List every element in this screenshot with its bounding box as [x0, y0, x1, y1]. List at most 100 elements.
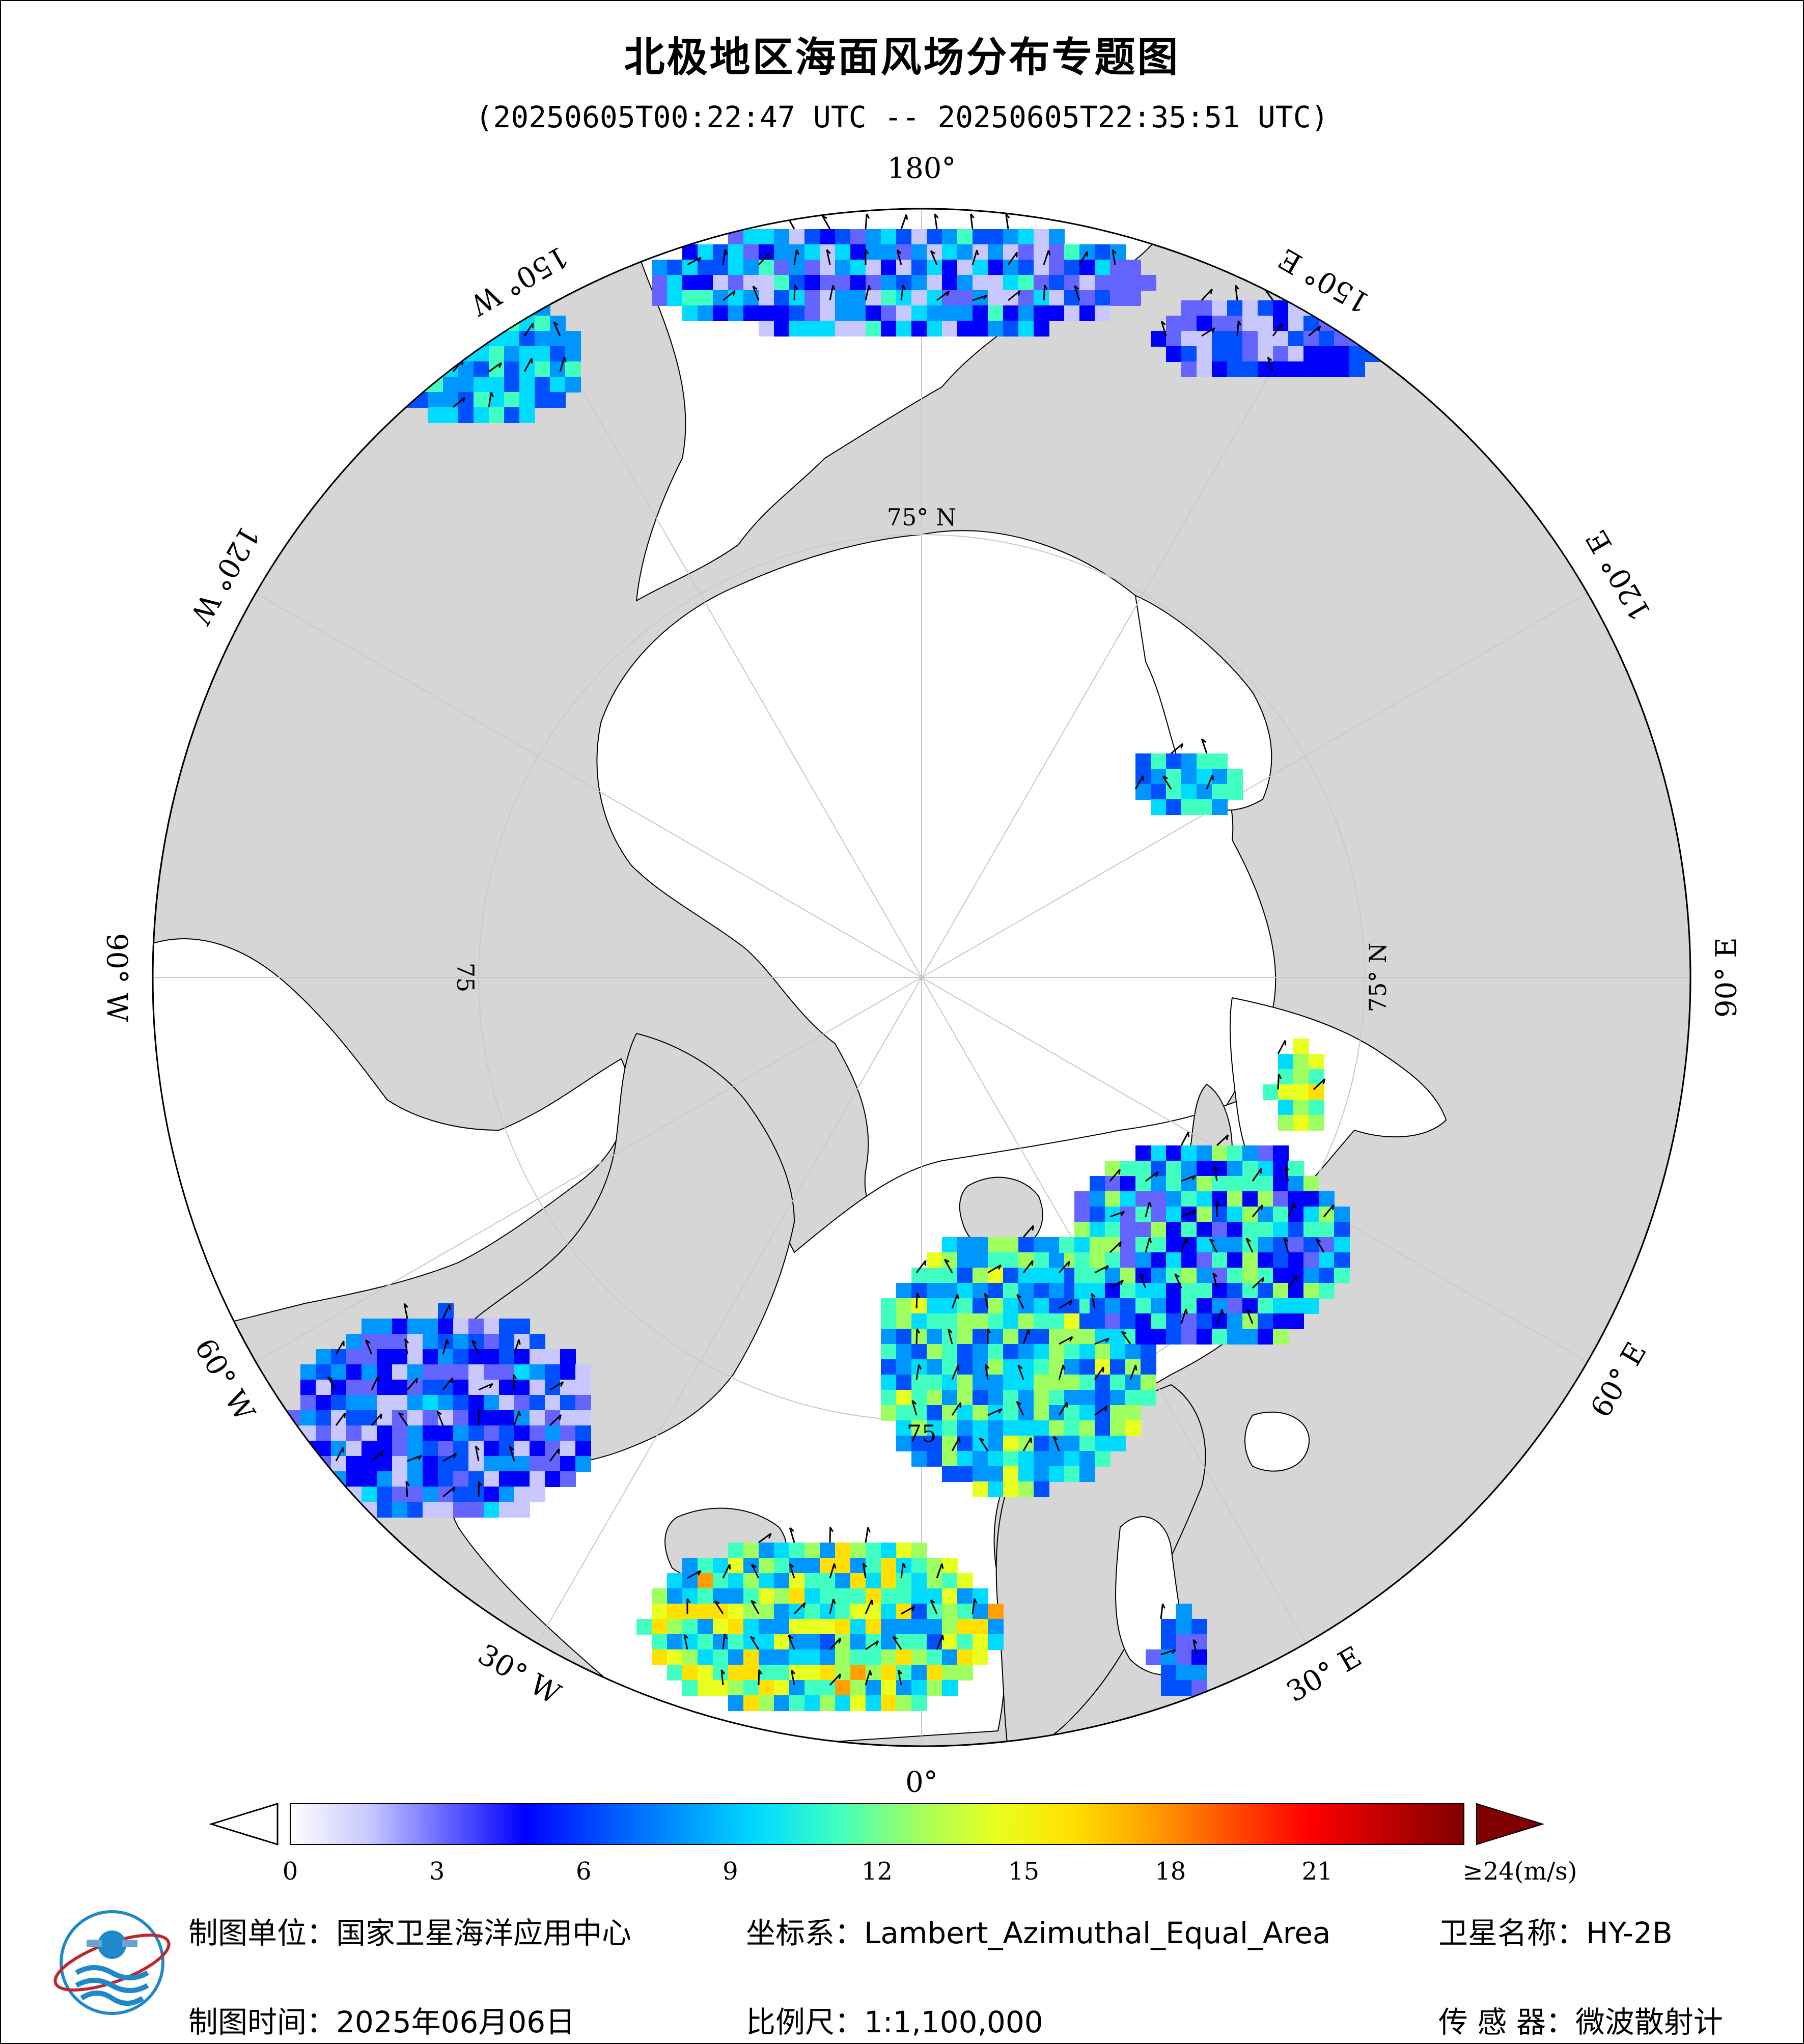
wind-speed-cell [300, 1456, 316, 1472]
wind-speed-cell [1003, 1313, 1019, 1329]
wind-speed-cell [820, 229, 836, 245]
wind-speed-cell [1049, 275, 1065, 291]
wind-vector-arrow [1112, 249, 1116, 265]
wind-vector-arrow [789, 1527, 795, 1543]
wind-vector-arrowhead [1047, 250, 1051, 256]
wind-speed-cell [911, 275, 927, 291]
meridian-line [537, 977, 922, 1644]
wind-speed-cell [911, 1573, 927, 1589]
wind-speed-cell [407, 1471, 423, 1487]
wind-vector-arrowhead [380, 1413, 382, 1419]
wind-vector-arrow [1283, 1237, 1289, 1253]
wind-speed-cell [519, 361, 535, 377]
wind-speed-cell [988, 1451, 1004, 1467]
wind-speed-cell [1334, 1268, 1350, 1283]
wind-speed-cell [942, 1649, 958, 1665]
wind-vector-arrowhead [979, 1437, 985, 1441]
wind-speed-cell [1181, 361, 1197, 377]
wind-speed-cell [835, 1543, 851, 1558]
wind-vector-arrowhead [902, 1562, 906, 1569]
wind-speed-cell [1176, 1619, 1192, 1635]
wind-speed-cell [560, 1425, 576, 1441]
wind-speed-cell [881, 275, 897, 291]
wind-speed-cell [453, 1334, 469, 1350]
wind-speed-cell [458, 361, 474, 377]
wind-speed-cell [1120, 1298, 1136, 1314]
wind-speed-cell [489, 407, 505, 423]
wind-speed-cell [530, 1395, 545, 1411]
wind-speed-cell [881, 1329, 897, 1345]
wind-speed-cell [1064, 1375, 1080, 1390]
wind-speed-cell [1151, 1191, 1167, 1207]
wind-speed-cell [896, 321, 912, 337]
wind-speed-cell [1003, 305, 1019, 321]
wind-vector-arrowhead [411, 356, 417, 361]
wind-speed-cell [1227, 1191, 1243, 1207]
wind-speed-cell [1197, 799, 1212, 815]
wind-vector-arrowhead [398, 1412, 404, 1416]
wind-speed-cell [514, 1364, 530, 1380]
wind-speed-cell [362, 1502, 377, 1518]
wind-vector-arrow [790, 1670, 795, 1686]
wind-vector-arrowhead [489, 1383, 493, 1389]
wind-vector-arrow [1277, 1074, 1280, 1090]
wind-vector-arrow [1109, 1211, 1125, 1218]
wind-speed-cell [1166, 1298, 1182, 1314]
wind-vector-arrowhead [1016, 1401, 1021, 1405]
wind-vector-arrow [1109, 1169, 1121, 1182]
wind-speed-cell [667, 1649, 683, 1665]
wind-speed-cell [1273, 1329, 1289, 1345]
wind-vector-arrow [788, 1635, 795, 1650]
wind-speed-cell [514, 1441, 530, 1457]
wind-speed-cell [423, 1502, 438, 1518]
wind-vector-arrow [1162, 775, 1172, 790]
wind-vector-arrow [406, 1378, 418, 1390]
wind-speed-cell [957, 1604, 973, 1619]
wind-vector-arrowhead [559, 1414, 562, 1420]
wind-speed-cell [1242, 1268, 1258, 1283]
wind-vector-arrowhead [985, 1364, 989, 1369]
wind-vector-arrowhead [789, 1563, 794, 1568]
wind-speed-cell [316, 1380, 331, 1395]
wind-speed-cell [743, 1695, 759, 1711]
meridian-line [921, 311, 1307, 978]
wind-speed-cell [1135, 1222, 1151, 1238]
wind-speed-cell [468, 1425, 484, 1441]
wind-speed-cell [1095, 275, 1111, 291]
wind-speed-cell [789, 1543, 805, 1558]
wind-vector-arrow [1313, 1078, 1325, 1090]
wind-speed-cell [759, 290, 774, 306]
wind-speed-cell [804, 260, 820, 275]
wind-speed-cell [1242, 361, 1258, 377]
wind-speed-cell [1258, 1237, 1273, 1253]
colorbar-tick: 3 [429, 1857, 445, 1886]
wind-speed-cell [1349, 361, 1365, 377]
wind-vector-arrowhead [1332, 1205, 1335, 1210]
wind-vector-arrow [1180, 1131, 1189, 1146]
wind-vector-arrow [1145, 1201, 1151, 1217]
wind-speed-cell [911, 244, 927, 260]
wind-speed-cell [1197, 1329, 1212, 1345]
wind-vector-arrow [1252, 1277, 1264, 1289]
wind-speed-cell [1288, 1237, 1304, 1253]
wind-vector-arrowhead [1174, 1273, 1180, 1278]
wind-speed-cell [896, 1436, 912, 1451]
wind-vector-arrowhead [1283, 1237, 1288, 1242]
wind-speed-cell [392, 1441, 408, 1457]
laptev-sea [1134, 595, 1272, 811]
wind-speed-cell [1197, 1176, 1212, 1192]
wind-speed-cell [881, 1405, 897, 1421]
wind-speed-cell [835, 275, 851, 291]
wind-speed-cell [1349, 346, 1365, 362]
wind-speed-cell [1303, 300, 1319, 316]
wind-vector-arrowhead [1139, 1273, 1145, 1278]
wind-speed-cell [1176, 1634, 1192, 1650]
wind-speed-cell [1176, 1649, 1192, 1665]
wind-vector-arrow [1267, 357, 1274, 372]
wind-speed-cell [667, 1573, 683, 1589]
wind-vector-arrowhead [1091, 1293, 1096, 1298]
wind-speed-cell [942, 1375, 958, 1390]
wind-speed-cell [957, 1619, 973, 1635]
wind-speed-cell [1095, 1344, 1111, 1360]
wind-speed-cell [1309, 1054, 1324, 1070]
